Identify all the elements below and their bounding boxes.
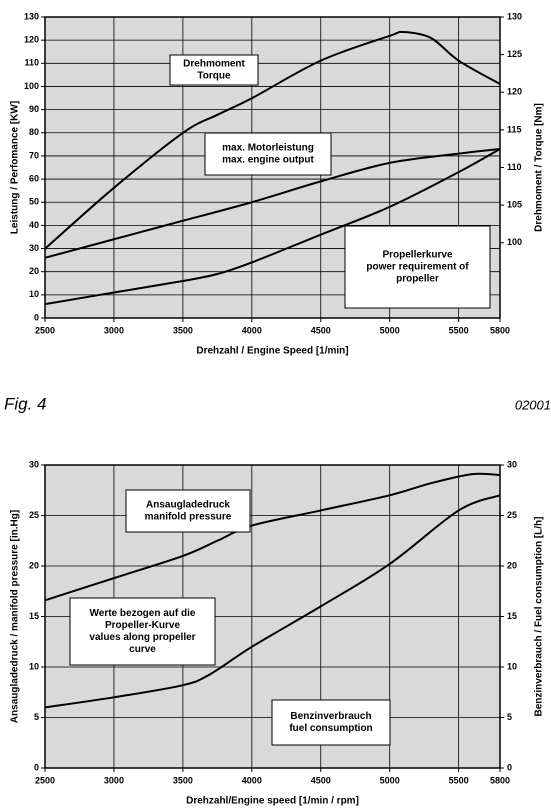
doc-number: 02001 (515, 397, 551, 412)
y-tick-label: 15 (29, 611, 39, 621)
series-line (44, 147, 501, 259)
y2-tick-label: 120 (507, 87, 522, 97)
annotation-text: Propeller-Kurve (105, 620, 180, 631)
figure-label: Fig. 4 (4, 394, 47, 413)
annotation-text: propeller (396, 274, 439, 285)
x-axis-label: Drehzahl / Engine Speed [1/min] (196, 346, 348, 357)
annotation-text: power requirement of (366, 262, 469, 273)
x-tick-label: 3000 (104, 775, 124, 785)
annotation-text: Werte bezogen auf die (90, 608, 196, 619)
x-tick-label: 2500 (35, 775, 55, 785)
y2-tick-label: 25 (507, 510, 517, 520)
series-line (44, 148, 501, 306)
y-tick-label: 60 (29, 173, 39, 183)
x-tick-label: 2500 (35, 325, 55, 335)
y-tick-label: 10 (29, 661, 39, 671)
y2-tick-label: 5 (507, 712, 512, 722)
annotation-box (125, 489, 251, 533)
y2-tick-label: 115 (507, 124, 522, 134)
plot-frame (44, 16, 501, 319)
series-line (44, 30, 501, 250)
annotation-box (204, 132, 332, 176)
x-tick-label: 4000 (242, 775, 262, 785)
annotation-box (69, 597, 216, 666)
y-tick-label: 25 (29, 510, 39, 520)
y2-axis-label: Drehmoment / Torque [Nm] (534, 103, 545, 232)
y2-tick-label: 0 (507, 762, 512, 772)
x-tick-label: 5000 (380, 325, 400, 335)
x-tick-label: 4000 (242, 325, 262, 335)
y-tick-label: 100 (24, 81, 39, 91)
annotation-text: Drehmoment (183, 59, 245, 70)
y2-axis-label: Benzinverbrauch / Fuel consumption [L/h] (534, 516, 545, 716)
y2-tick-label: 20 (507, 560, 517, 570)
y2-tick-label: 15 (507, 611, 517, 621)
y-tick-label: 130 (24, 11, 39, 21)
x-axis-label: Drehzahl/Engine speed [1/min / rpm] (186, 796, 359, 807)
y-tick-label: 20 (29, 560, 39, 570)
y-axis-label: Leistung / Perfomance [KW] (10, 101, 21, 234)
y-tick-label: 0 (34, 762, 39, 772)
annotation-box (271, 699, 391, 746)
y-tick-label: 90 (29, 104, 39, 114)
annotation-text: fuel consumption (289, 723, 372, 734)
y2-tick-label: 105 (507, 200, 522, 210)
x-tick-label: 5800 (490, 775, 510, 785)
y-tick-label: 120 (24, 35, 39, 45)
annotation-text: max. Motorleistung (222, 143, 314, 154)
plot-frame (44, 464, 501, 769)
series-line (44, 494, 501, 709)
x-tick-label: 4500 (311, 325, 331, 335)
x-tick-label: 5500 (449, 775, 469, 785)
y2-tick-label: 30 (507, 459, 517, 469)
y-tick-label: 40 (29, 220, 39, 230)
x-tick-label: 3500 (173, 775, 193, 785)
y-tick-label: 10 (29, 289, 39, 299)
y2-tick-label: 110 (507, 162, 522, 172)
y-tick-label: 0 (34, 312, 39, 322)
annotation-text: values along propeller (89, 632, 195, 643)
x-tick-label: 5000 (380, 775, 400, 785)
y-tick-label: 20 (29, 266, 39, 276)
annotation-text: Propellerkurve (382, 250, 452, 261)
y-tick-label: 30 (29, 243, 39, 253)
y-tick-label: 30 (29, 459, 39, 469)
annotation-box (169, 54, 259, 86)
annotation-text: curve (129, 644, 156, 655)
annotation-text: Torque (197, 71, 231, 82)
annotation-box (344, 225, 491, 309)
annotation-text: Benzinverbrauch (290, 711, 371, 722)
series-line (44, 472, 501, 602)
x-tick-label: 4500 (311, 775, 331, 785)
x-tick-label: 3000 (104, 325, 124, 335)
x-tick-label: 5500 (449, 325, 469, 335)
y2-tick-label: 130 (507, 11, 522, 21)
annotation-text: manifold pressure (145, 512, 232, 523)
y-tick-label: 80 (29, 127, 39, 137)
x-tick-label: 5800 (490, 325, 510, 335)
annotation-text: max. engine output (222, 155, 314, 166)
x-tick-label: 3500 (173, 325, 193, 335)
y-tick-label: 70 (29, 150, 39, 160)
y2-tick-label: 125 (507, 49, 522, 59)
y-tick-label: 50 (29, 197, 39, 207)
y-axis-label: Ansaugladedruck / manifold pressure [in.… (10, 510, 21, 723)
y-tick-label: 5 (34, 712, 39, 722)
annotation-text: Ansaugladedruck (146, 500, 230, 511)
y2-tick-label: 10 (507, 661, 517, 671)
y-tick-label: 110 (24, 58, 39, 68)
y2-tick-label: 100 (507, 237, 522, 247)
